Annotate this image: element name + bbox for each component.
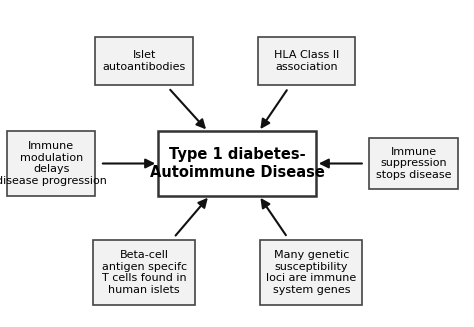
Text: Many genetic
susceptibility
loci are immune
system genes: Many genetic susceptibility loci are imm… bbox=[266, 250, 356, 295]
Text: Immune
modulation
delays
disease progression: Immune modulation delays disease progres… bbox=[0, 141, 107, 186]
Bar bbox=[158, 131, 316, 196]
Bar bbox=[260, 240, 363, 304]
Text: Immune
suppression
stops disease: Immune suppression stops disease bbox=[376, 147, 451, 180]
Text: HLA Class II
association: HLA Class II association bbox=[274, 50, 339, 72]
Bar bbox=[7, 131, 95, 196]
Bar bbox=[95, 37, 193, 85]
Bar bbox=[258, 37, 356, 85]
Text: Type 1 diabetes-
Autoimmune Disease: Type 1 diabetes- Autoimmune Disease bbox=[150, 147, 324, 180]
Text: Beta-cell
antigen specifc
T cells found in
human islets: Beta-cell antigen specifc T cells found … bbox=[101, 250, 187, 295]
Text: Islet
autoantibodies: Islet autoantibodies bbox=[102, 50, 186, 72]
Bar bbox=[369, 138, 457, 189]
Bar bbox=[93, 240, 195, 304]
